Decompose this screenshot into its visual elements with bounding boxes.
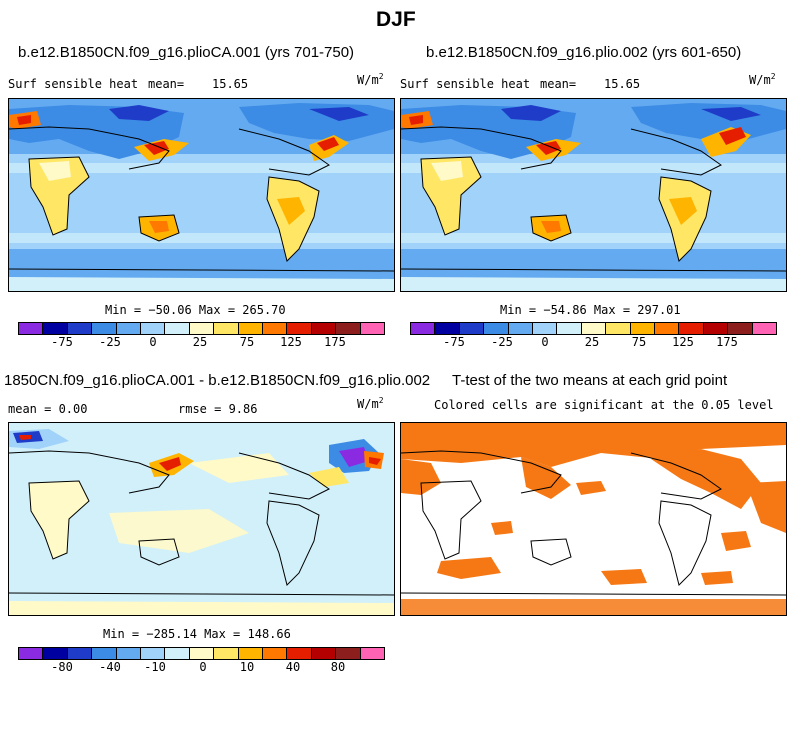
panel3-mean: mean = 0.00	[8, 402, 88, 416]
panel2-tick: 25	[584, 335, 600, 349]
panel1-mean-value: 15.65	[212, 77, 249, 91]
panel2-tick: 0	[541, 335, 549, 349]
panel3-tick: 40	[285, 660, 301, 674]
panel3-tick: 10	[239, 660, 255, 674]
panel1-tick: 25	[192, 335, 208, 349]
panel1-minmax: Min = −50.06 Max = 265.70	[105, 303, 286, 317]
panel2-tick: 75	[631, 335, 647, 349]
panel1-mean-label: mean=	[148, 77, 185, 91]
panel2-tick: -75	[443, 335, 465, 349]
panel4-map	[400, 422, 787, 616]
panel2-colorbar	[410, 322, 777, 335]
panel2-tick: -25	[491, 335, 513, 349]
panel1-variable-label: Surf sensible heat	[8, 77, 139, 91]
panel1-units: W/m2	[357, 72, 384, 87]
panel3-title: 1850CN.f09_g16.plioCA.001 - b.e12.B1850C…	[4, 372, 431, 389]
panel1-tick: 125	[280, 335, 302, 349]
panel3-rmse: rmse = 9.86	[178, 402, 258, 416]
panel4-title: T-test of the two means at each grid poi…	[452, 372, 728, 389]
panel3-minmax: Min = −285.14 Max = 148.66	[103, 627, 291, 641]
panel1-map	[8, 98, 395, 292]
panel2-tick: 175	[716, 335, 738, 349]
panel3-units: W/m2	[357, 396, 384, 411]
panel2-mean-value: 15.65	[604, 77, 641, 91]
panel1-tick: 175	[324, 335, 346, 349]
panel3-tick: -40	[99, 660, 121, 674]
panel1-tick: 75	[239, 335, 255, 349]
panel3-tick: -10	[144, 660, 166, 674]
panel2-units: W/m2	[749, 72, 776, 87]
panel3-tick: 0	[199, 660, 207, 674]
panel1-tick: 0	[149, 335, 157, 349]
panel1-tick: -75	[51, 335, 73, 349]
panel3-tick: 80	[330, 660, 346, 674]
panel2-mean-label: mean=	[540, 77, 577, 91]
figure-title: DJF	[376, 8, 416, 31]
panel2-minmax: Min = −54.86 Max = 297.01	[500, 303, 681, 317]
panel1-tick: -25	[99, 335, 121, 349]
panel3-map	[8, 422, 395, 616]
panel3-colorbar	[18, 647, 385, 660]
panel2-variable-label: Surf sensible heat	[400, 77, 531, 91]
panel1-title: b.e12.B1850CN.f09_g16.plioCA.001 (yrs 70…	[18, 44, 355, 61]
panel2-map	[400, 98, 787, 292]
panel3-tick: -80	[51, 660, 73, 674]
panel4-subtitle: Colored cells are significant at the 0.0…	[434, 398, 774, 412]
panel2-title: b.e12.B1850CN.f09_g16.plio.002 (yrs 601-…	[426, 44, 742, 61]
panel2-tick: 125	[672, 335, 694, 349]
panel1-colorbar	[18, 322, 385, 335]
